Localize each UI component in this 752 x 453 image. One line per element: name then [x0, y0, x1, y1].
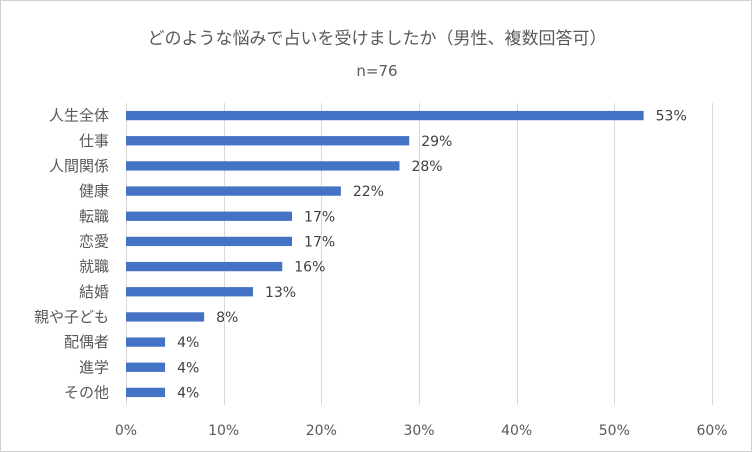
bar-9 [126, 337, 166, 347]
category-label-5: 恋愛 [79, 232, 109, 250]
data-label-8: 8% [216, 310, 238, 326]
data-label-0: 53% [656, 109, 687, 125]
bar-8 [126, 312, 205, 322]
category-label-10: 進学 [79, 358, 109, 376]
category-label-4: 転職 [79, 207, 109, 225]
x-tick-labels: 0% 10% 20% 30% 40% 50% 60% [115, 423, 728, 439]
x-tick-label-3: 30% [403, 423, 434, 439]
category-label-6: 就職 [79, 258, 109, 276]
chart-title: どのような悩みで占いを受けましたか（男性、複数回答可） [148, 29, 607, 49]
bar-0 [126, 110, 644, 121]
x-tick-label-5: 50% [599, 423, 630, 439]
category-label-9: 配偶者 [64, 333, 109, 351]
data-label-10: 4% [177, 360, 199, 376]
data-label-11: 4% [177, 385, 199, 401]
data-label-6: 16% [294, 260, 325, 276]
category-label-8: 親や子ども [34, 308, 109, 326]
data-label-5: 17% [304, 234, 335, 250]
data-label-3: 22% [353, 184, 384, 200]
data-label-2: 28% [411, 159, 442, 175]
category-label-1: 仕事 [79, 132, 109, 150]
category-label-7: 結婚 [79, 283, 109, 301]
x-tick-label-2: 20% [306, 423, 337, 439]
category-label-0: 人生全体 [49, 107, 109, 125]
bar-5 [126, 236, 293, 247]
data-labels: 53% 29% 28% 22% 17% 17% 16% 13% 8% 4% 4% 4% [177, 109, 687, 402]
x-tick-label-6: 60% [696, 423, 727, 439]
category-label-3: 健康 [79, 182, 109, 200]
bar-10 [126, 362, 166, 372]
x-tick-label-1: 10% [208, 423, 239, 439]
data-label-9: 4% [177, 335, 199, 351]
bar-6 [126, 261, 283, 272]
bar-11 [126, 387, 166, 398]
gridlines [126, 103, 713, 405]
bar-7 [126, 287, 253, 297]
x-tick-label-4: 40% [501, 423, 532, 439]
data-label-4: 17% [304, 209, 335, 225]
bar-4 [126, 211, 293, 221]
category-label-11: その他 [64, 383, 109, 401]
category-label-2: 人間関係 [49, 157, 109, 175]
bar-2 [126, 161, 400, 171]
chart-subtitle: n=76 [356, 62, 397, 80]
data-label-1: 29% [421, 134, 452, 150]
data-label-7: 13% [265, 285, 296, 301]
bars [126, 110, 644, 398]
bar-1 [126, 136, 410, 146]
x-tick-label-0: 0% [115, 423, 137, 439]
bar-3 [126, 186, 341, 196]
